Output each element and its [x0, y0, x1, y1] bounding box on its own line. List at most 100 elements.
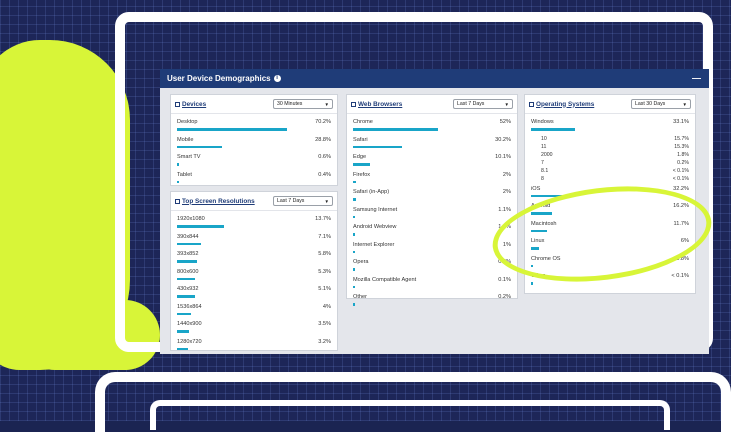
minimize-button[interactable]: —: [692, 73, 701, 83]
stat-value: 5.8%: [318, 251, 331, 257]
stat-row: Linux 6%: [531, 236, 689, 254]
stat-label: 2000: [541, 151, 553, 158]
stat-value: 0.1%: [498, 276, 511, 283]
stat-bar: [177, 225, 225, 228]
stat-row: Chrome OS 0.8%: [531, 254, 689, 272]
laptop-keyboard-edge: [150, 400, 670, 430]
stat-label: 7: [541, 160, 544, 167]
panel-icon: [175, 198, 180, 204]
stat-value: 10.1%: [495, 154, 511, 160]
stat-bar: [353, 268, 355, 271]
chevron-down-icon: ▼: [682, 101, 687, 107]
panel-icon: [351, 101, 356, 107]
stat-value: 3.5%: [318, 321, 331, 327]
stat-label: Macintosh: [531, 220, 557, 227]
stat-row: Tablet 0.4%: [177, 170, 331, 188]
info-icon[interactable]: i: [273, 75, 281, 82]
os-time-select[interactable]: Last 30 Days ▼: [631, 99, 691, 109]
stat-bar: [177, 347, 188, 351]
stat-row: Chrome 52%: [353, 117, 511, 135]
stat-label: Samsung Internet: [353, 206, 398, 213]
stat-row: 11 15.3%: [531, 143, 689, 151]
stat-row: Opera 0.3%: [353, 257, 511, 275]
stat-row: 1536x864 4%: [177, 302, 331, 320]
stat-row: Safari 30.2%: [353, 135, 511, 153]
stat-label: 430x932: [177, 286, 199, 292]
stat-bar: [531, 128, 575, 131]
stat-bar: [353, 163, 370, 166]
browsers-title-link[interactable]: Web Browsers: [351, 101, 402, 108]
stat-label: Mozilla Compatible Agent: [353, 276, 417, 283]
stat-row: Internet Explorer 1%: [353, 240, 511, 258]
stat-value: 0.8%: [676, 255, 689, 262]
stat-row: Mozilla Compatible Agent 0.1%: [353, 275, 511, 293]
decorative-hand-fingers: [20, 300, 160, 370]
stat-bar: [177, 163, 179, 166]
os-panel: Operating Systems Last 30 Days ▼ Windows…: [524, 94, 696, 294]
stat-bar: [177, 312, 191, 316]
stat-label: Safari (in-App): [353, 189, 390, 195]
stat-bar: [531, 282, 533, 285]
devices-time-value: 30 Minutes: [277, 101, 303, 107]
stat-bar: [353, 285, 355, 289]
stat-label: 1920x1080: [177, 216, 205, 222]
os-title-link[interactable]: Operating Systems: [529, 101, 594, 108]
dashboard: User Device Demographics i — Devices 30 …: [160, 69, 709, 354]
stat-bar: [531, 194, 574, 198]
resolutions-panel: Top Screen Resolutions Last 7 Days ▼ 192…: [170, 191, 338, 351]
stat-row: Android Webview 1.1%: [353, 222, 511, 240]
stat-bar: [177, 145, 222, 149]
stat-label: Internet Explorer: [353, 241, 395, 248]
chevron-down-icon: ▼: [324, 198, 329, 204]
stat-value: 4%: [322, 303, 331, 310]
stat-bar: [177, 128, 287, 131]
stat-value: 11.7%: [673, 220, 689, 227]
stat-label: Windows: [531, 119, 554, 125]
browsers-time-select[interactable]: Last 7 Days ▼: [453, 99, 513, 109]
stat-bar: [177, 180, 179, 184]
stat-label: Android Webview: [353, 224, 397, 230]
stat-bar: [353, 233, 355, 236]
stat-row: Firefox 2%: [353, 170, 511, 188]
stat-bar: [531, 264, 533, 268]
stat-value: < 0.1%: [672, 176, 689, 183]
dashboard-title: User Device Demographics: [167, 74, 271, 83]
stat-bar: [177, 277, 196, 281]
stat-value: 1.8%: [677, 151, 689, 158]
stat-label: 393x852: [177, 251, 199, 257]
stat-row: Windows 33.1%: [531, 117, 689, 135]
stat-bar: [177, 242, 202, 246]
stat-value: 32.2%: [673, 185, 689, 192]
stat-label: 1440x900: [177, 321, 202, 327]
chevron-down-icon: ▼: [504, 101, 509, 107]
panel-icon: [529, 101, 534, 107]
browsers-panel: Web Browsers Last 7 Days ▼ Chrome 52% Safa…: [346, 94, 518, 306]
chevron-down-icon: ▼: [324, 101, 329, 107]
stat-row: Macintosh 11.7%: [531, 219, 689, 237]
stat-value: 6%: [680, 238, 689, 245]
stat-value: 13.7%: [315, 216, 331, 222]
devices-title-link[interactable]: Devices: [175, 101, 206, 108]
stat-value: 7.1%: [318, 233, 331, 240]
stat-value: 1.1%: [498, 206, 511, 213]
stat-value: 1%: [502, 241, 511, 248]
stat-row: 393x852 5.8%: [177, 249, 331, 267]
stat-value: < 0.1%: [672, 168, 689, 175]
stat-label: Linux: [531, 238, 545, 245]
dashboard-header: User Device Demographics i —: [160, 69, 709, 88]
stat-label: iOS: [531, 185, 541, 192]
stat-value: 33.1%: [673, 119, 689, 125]
laptop-base: [95, 372, 731, 432]
stat-label: Other: [531, 273, 545, 280]
stat-label: 390x844: [177, 233, 199, 240]
os-time-value: Last 30 Days: [635, 101, 666, 107]
stat-row: iOS 32.2%: [531, 184, 689, 202]
devices-time-select[interactable]: 30 Minutes ▼: [273, 99, 333, 109]
stat-row: Samsung Internet 1.1%: [353, 205, 511, 223]
stat-row: 1440x900 3.5%: [177, 319, 331, 337]
stat-bar: [353, 303, 355, 306]
stat-value: 1.1%: [498, 224, 511, 230]
resolutions-time-select[interactable]: Last 7 Days ▼: [273, 196, 333, 206]
stat-bar: [353, 250, 355, 254]
resolutions-title-link[interactable]: Top Screen Resolutions: [175, 198, 255, 205]
